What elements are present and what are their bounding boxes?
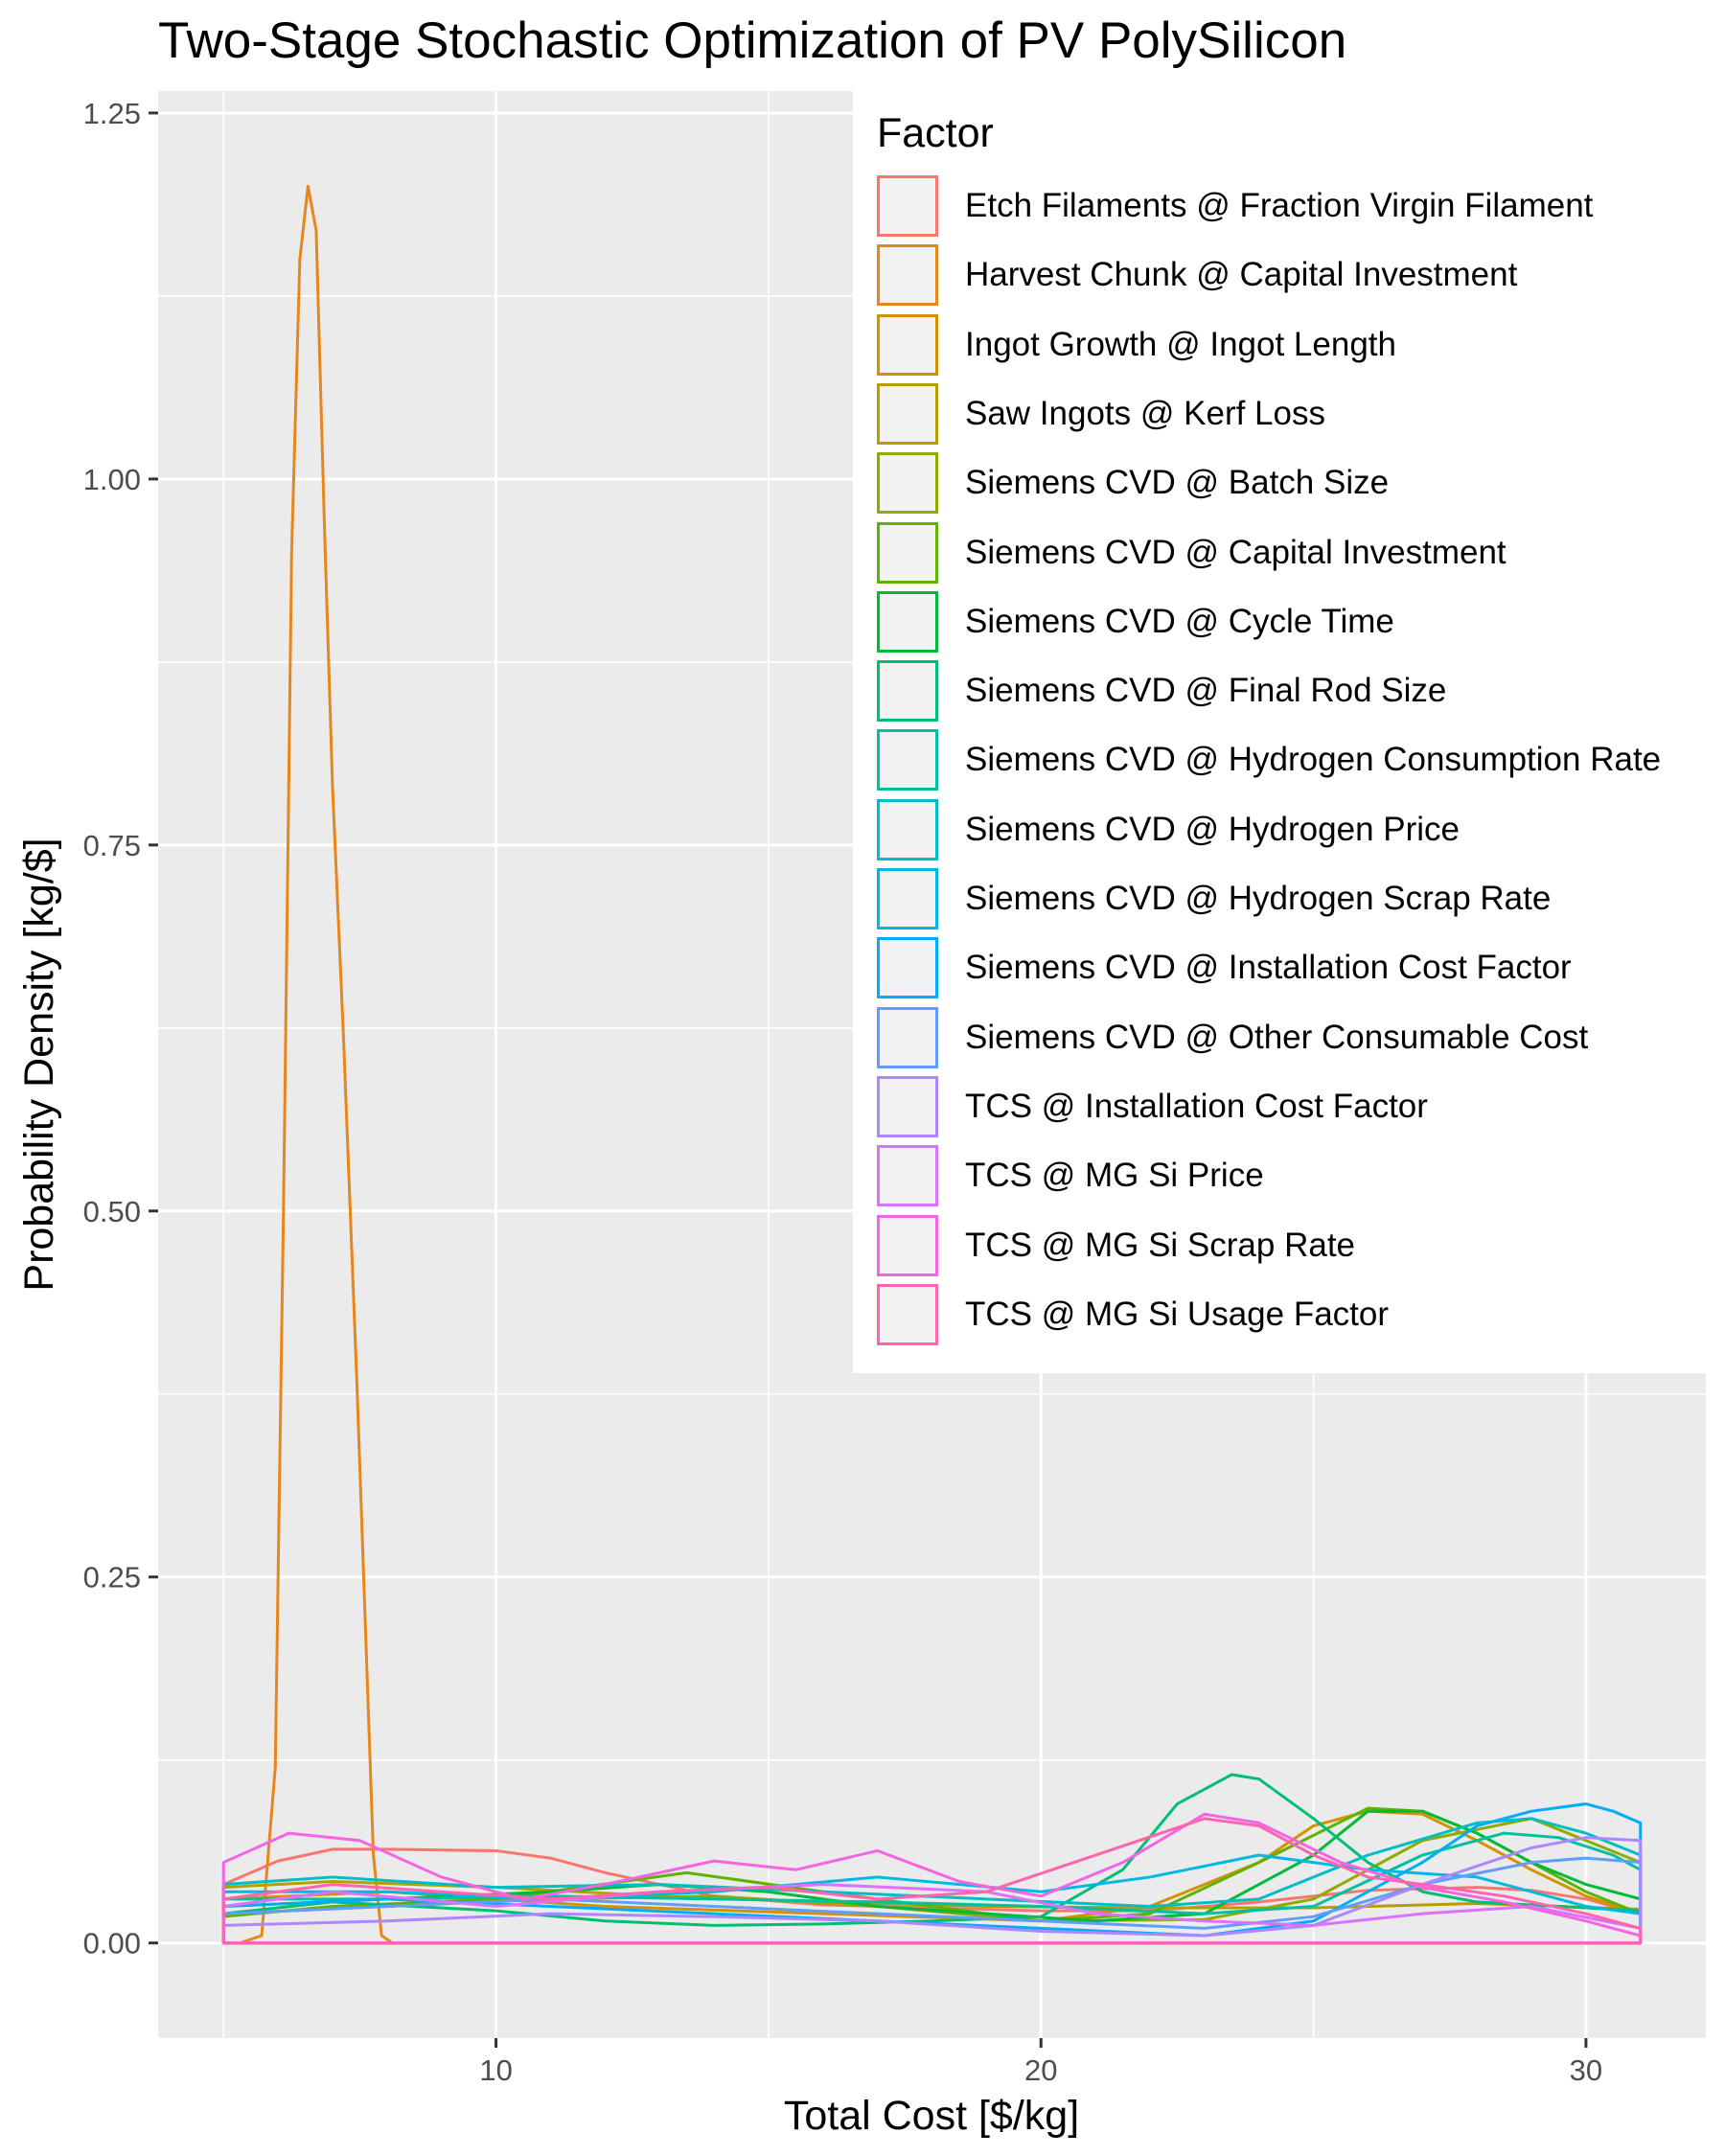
legend-item: TCS @ MG Si Price — [877, 1142, 1701, 1211]
legend-label: Siemens CVD @ Cycle Time — [965, 602, 1394, 640]
legend-key-swatch — [877, 313, 938, 376]
legend-item: TCS @ MG Si Usage Factor — [877, 1281, 1701, 1350]
legend-key-swatch — [877, 1006, 938, 1068]
legend-key-swatch — [877, 452, 938, 515]
legend-item: Siemens CVD @ Hydrogen Consumption Rate — [877, 726, 1701, 795]
legend-item: Siemens CVD @ Cycle Time — [877, 588, 1701, 657]
density-curve-13 — [221, 1856, 1643, 1945]
legend-key-swatch — [877, 660, 938, 722]
legend-label: Saw Ingots @ Kerf Loss — [965, 394, 1325, 432]
legend-item: Harvest Chunk @ Capital Investment — [877, 241, 1701, 310]
legend-label: TCS @ MG Si Price — [965, 1157, 1264, 1195]
y-tick-label: 0.50 — [83, 1195, 141, 1228]
y-tick-label: 0.25 — [83, 1561, 141, 1594]
density-curve-12 — [221, 1802, 1643, 1945]
legend-item: Saw Ingots @ Kerf Loss — [877, 380, 1701, 449]
x-axis: 10 20 30 — [479, 2038, 1602, 2087]
legend-key-swatch — [877, 1075, 938, 1137]
y-tick-label: 1.25 — [83, 97, 141, 130]
legend-label: Siemens CVD @ Capital Investment — [965, 533, 1506, 571]
legend-label: Harvest Chunk @ Capital Investment — [965, 256, 1518, 294]
y-axis-title: Probability Density [kg/$] — [16, 837, 62, 1291]
legend-key-swatch — [877, 1214, 938, 1276]
density-curve-15 — [221, 1883, 1643, 1945]
legend-label: Siemens CVD @ Hydrogen Consumption Rate — [965, 741, 1662, 779]
density-curve-10 — [221, 1817, 1643, 1945]
legend-item: Siemens CVD @ Final Rod Size — [877, 657, 1701, 726]
legend-label: TCS @ MG Si Scrap Rate — [965, 1226, 1356, 1264]
legend-item: Siemens CVD @ Capital Investment — [877, 519, 1701, 588]
y-tick-label: 0.75 — [83, 829, 141, 862]
legend-label: Siemens CVD @ Hydrogen Scrap Rate — [965, 880, 1552, 917]
legend-label: Ingot Growth @ Ingot Length — [965, 325, 1396, 363]
density-curve-3 — [221, 1809, 1643, 1945]
legend-item: Ingot Growth @ Ingot Length — [877, 311, 1701, 380]
legend-key-swatch — [877, 175, 938, 237]
chart-title: Two-Stage Stochastic Optimization of PV … — [158, 12, 1347, 69]
density-curve-1 — [221, 1847, 1643, 1945]
density-curves — [221, 184, 1643, 1945]
legend-label: Siemens CVD @ Batch Size — [965, 464, 1390, 502]
legend-item: Etch Filaments @ Fraction Virgin Filamen… — [877, 172, 1701, 241]
x-tick-label: 10 — [479, 2053, 512, 2087]
x-tick-label: 20 — [1024, 2053, 1057, 2087]
legend-label: TCS @ MG Si Usage Factor — [965, 1295, 1390, 1333]
legend-item: TCS @ Installation Cost Factor — [877, 1073, 1701, 1142]
legend-key-swatch — [877, 244, 938, 307]
legend-label: TCS @ Installation Cost Factor — [965, 1087, 1428, 1125]
legend: Factor Etch Filaments @ Fraction Virgin … — [853, 91, 1706, 1373]
legend-key-swatch — [877, 1145, 938, 1207]
legend-item: TCS @ MG Si Scrap Rate — [877, 1212, 1701, 1281]
legend-key-swatch — [877, 1283, 938, 1345]
legend-key-swatch — [877, 521, 938, 584]
density-curve-14 — [221, 1836, 1643, 1945]
legend-key-swatch — [877, 729, 938, 791]
y-tick-label: 0.00 — [83, 1927, 141, 1961]
legend-label: Siemens CVD @ Installation Cost Factor — [965, 949, 1572, 987]
legend-key-swatch — [877, 798, 938, 860]
legend-item: Siemens CVD @ Installation Cost Factor — [877, 934, 1701, 1003]
legend-item: Siemens CVD @ Other Consumable Cost — [877, 1004, 1701, 1073]
density-curve-17 — [221, 1817, 1643, 1945]
legend-item: Siemens CVD @ Batch Size — [877, 449, 1701, 518]
legend-item: Siemens CVD @ Hydrogen Price — [877, 796, 1701, 865]
density-curve-16 — [221, 1812, 1643, 1945]
legend-label: Siemens CVD @ Other Consumable Cost — [965, 1018, 1589, 1056]
y-axis: 0.00 0.25 0.50 0.75 1.00 1.25 — [83, 97, 158, 1961]
x-axis-title: Total Cost [$/kg] — [784, 2093, 1079, 2139]
legend-title: Factor — [877, 110, 994, 156]
legend-key-swatch — [877, 937, 938, 999]
legend-item: Siemens CVD @ Hydrogen Scrap Rate — [877, 865, 1701, 934]
legend-key-swatch — [877, 590, 938, 653]
legend-key-swatch — [877, 868, 938, 929]
y-tick-label: 1.00 — [83, 463, 141, 496]
legend-key-swatch — [877, 382, 938, 445]
legend-label: Siemens CVD @ Hydrogen Price — [965, 810, 1460, 848]
legend-label: Etch Filaments @ Fraction Virgin Filamen… — [965, 187, 1594, 224]
density-curve-11 — [221, 1853, 1643, 1945]
legend-label: Siemens CVD @ Final Rod Size — [965, 672, 1447, 710]
x-tick-label: 30 — [1570, 2053, 1602, 2087]
